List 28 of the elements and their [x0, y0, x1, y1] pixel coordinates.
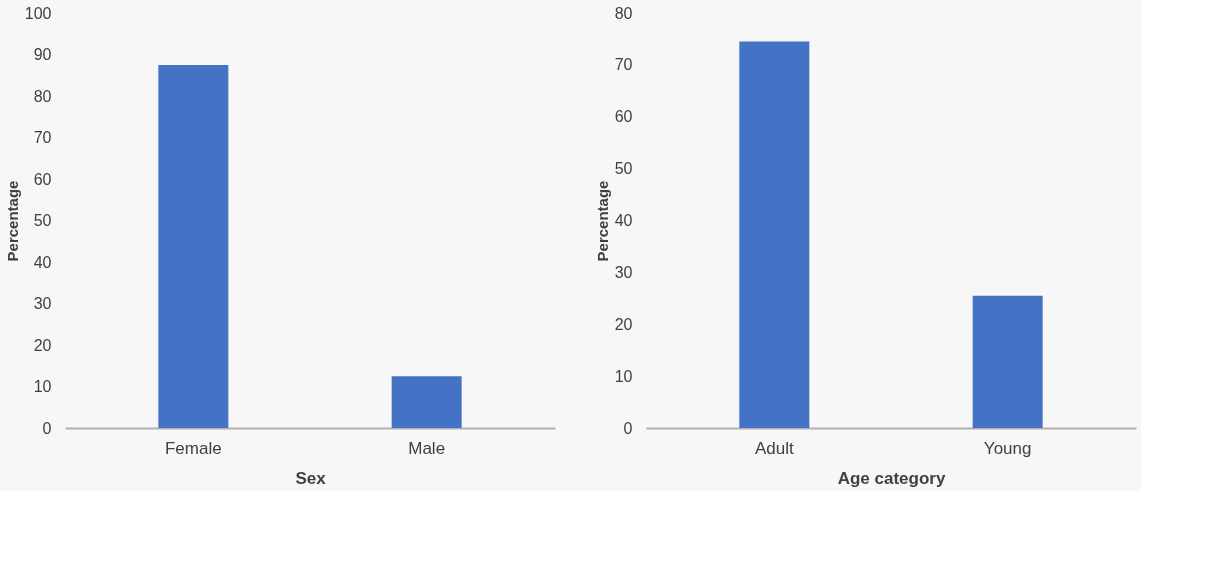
- y-axis-title: Percentage: [3, 180, 21, 262]
- y-tick-label: 70: [614, 56, 633, 74]
- y-tick-label: 90: [33, 46, 52, 63]
- y-tick-label: 10: [33, 378, 52, 395]
- y-tick-label: 30: [614, 263, 633, 281]
- y-tick-label: 0: [623, 419, 633, 437]
- y-tick-label: 10: [614, 367, 633, 385]
- x-tick-label: Adult: [754, 438, 794, 458]
- y-tick-label: 30: [33, 295, 52, 312]
- y-tick-label: 20: [614, 315, 633, 333]
- x-tick-label: Male: [408, 438, 446, 458]
- y-tick-label: 20: [33, 336, 52, 354]
- y-tick-label: 40: [614, 212, 633, 229]
- y-tick-label: 0: [42, 419, 52, 437]
- x-axis-title: Sex: [295, 468, 327, 488]
- y-tick-label: 80: [33, 87, 52, 105]
- x-tick-label: Female: [164, 438, 222, 458]
- y-tick-label: 50: [33, 212, 52, 229]
- y-tick-label: 50: [614, 160, 633, 178]
- y-tick-label: 80: [614, 4, 633, 22]
- y-tick-label: 70: [33, 129, 52, 146]
- x-axis-title: Age category: [837, 468, 946, 488]
- y-tick-label: 60: [33, 170, 52, 188]
- x-tick-label: Young: [983, 438, 1032, 458]
- y-tick-label: 60: [614, 108, 633, 126]
- y-axis-title: Percentage: [593, 180, 611, 262]
- y-tick-label: 100: [24, 4, 52, 22]
- y-tick-label: 40: [33, 253, 52, 271]
